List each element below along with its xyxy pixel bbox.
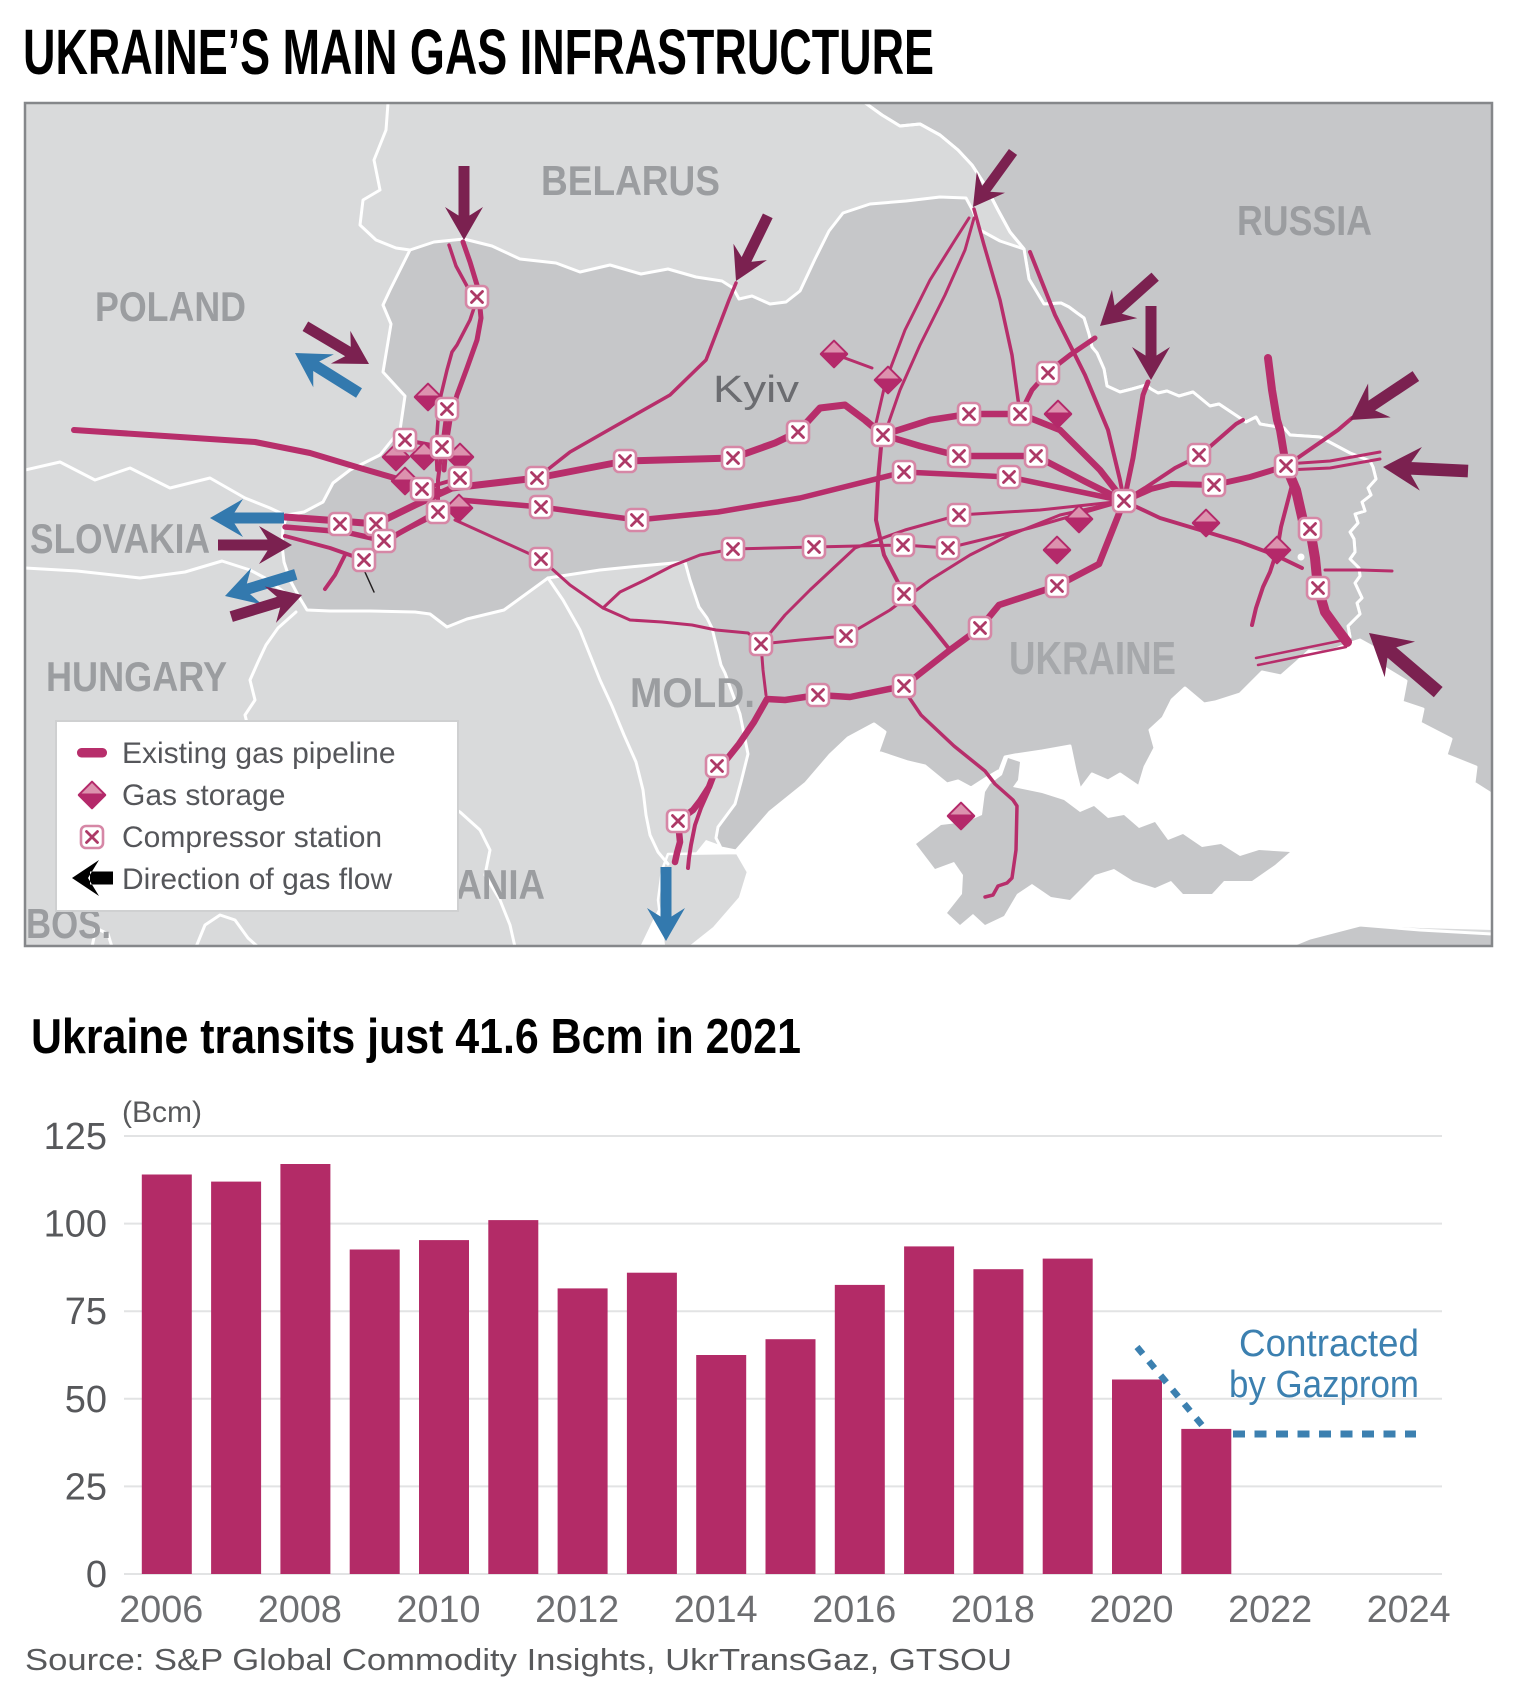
svg-text:UKRAINE’S MAIN GAS INFRASTRUCT: UKRAINE’S MAIN GAS INFRASTRUCTURE [23,16,934,88]
svg-text:2022: 2022 [1228,1589,1312,1631]
svg-text:SLOVAKIA: SLOVAKIA [30,515,210,562]
svg-text:Kyiv: Kyiv [713,369,799,411]
svg-text:Existing gas pipeline: Existing gas pipeline [122,737,396,770]
svg-text:2024: 2024 [1367,1589,1451,1631]
svg-text:2016: 2016 [812,1589,896,1631]
svg-text:125: 125 [44,1116,107,1158]
svg-text:Compressor station: Compressor station [122,821,382,854]
svg-text:2020: 2020 [1090,1589,1174,1631]
svg-text:(Bcm): (Bcm) [122,1096,202,1129]
svg-text:Ukraine transits just 41.6 Bcm: Ukraine transits just 41.6 Bcm in 2021 [31,1010,801,1064]
svg-text:2010: 2010 [397,1589,481,1631]
svg-text:2014: 2014 [674,1589,758,1631]
svg-text:0: 0 [86,1554,107,1596]
svg-text:Direction of gas flow: Direction of gas flow [122,863,392,896]
svg-text:HUNGARY: HUNGARY [46,653,227,700]
svg-text:2006: 2006 [119,1589,203,1631]
svg-text:50: 50 [65,1379,107,1421]
svg-text:2008: 2008 [258,1589,342,1631]
svg-text:MOLD.: MOLD. [630,669,755,716]
svg-text:100: 100 [44,1204,107,1246]
svg-text:2018: 2018 [951,1589,1035,1631]
svg-text:RUSSIA: RUSSIA [1237,197,1372,244]
svg-text:Contracted: Contracted [1239,1323,1419,1365]
svg-text:by Gazprom: by Gazprom [1229,1364,1419,1406]
svg-text:Gas storage: Gas storage [122,779,285,812]
svg-text:UKRAINE: UKRAINE [1009,632,1176,684]
svg-text:POLAND: POLAND [95,283,246,330]
svg-text:2012: 2012 [535,1589,619,1631]
svg-text:25: 25 [65,1466,107,1508]
svg-text:Source: S&P Global Commodity I: Source: S&P Global Commodity Insights, U… [25,1642,1012,1677]
svg-text:BELARUS: BELARUS [541,157,720,204]
svg-text:75: 75 [65,1291,107,1333]
